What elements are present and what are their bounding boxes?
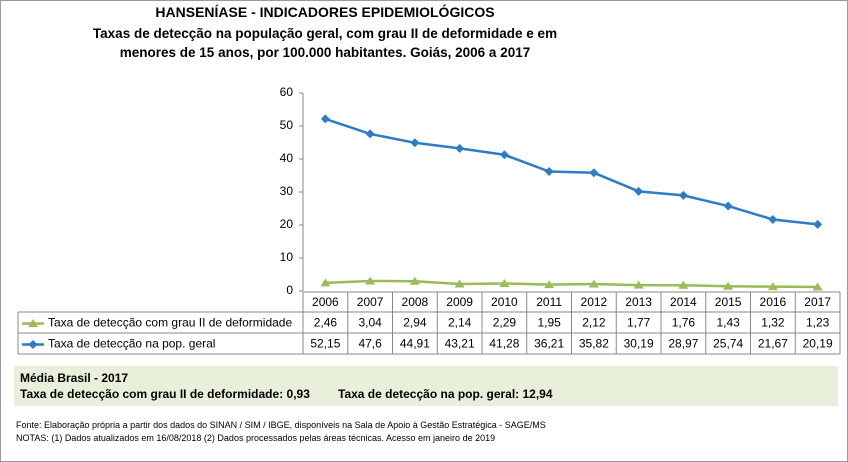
data-label: 1,77: [627, 316, 651, 330]
data-label: 1,95: [537, 316, 561, 330]
data-label: 2,46: [314, 316, 338, 330]
legend-marker: [28, 319, 38, 327]
data-label: 1,23: [806, 316, 830, 330]
data-label: 1,43: [716, 316, 740, 330]
legend-label: Taxa de detecção com grau II de deformid…: [48, 316, 292, 330]
marker: [589, 168, 599, 178]
legend-marker: [28, 340, 38, 349]
marker: [678, 190, 688, 200]
data-label: 2,94: [403, 316, 427, 330]
y-tick-label: 60: [280, 85, 294, 99]
data-label: 20,19: [803, 337, 833, 351]
data-label: 36,21: [534, 337, 564, 351]
x-tick-label: 2013: [625, 295, 652, 309]
marker: [767, 282, 778, 291]
notes: NOTAS: (1) Dados atualizados em 16/08/20…: [16, 433, 496, 443]
data-label: 1,32: [761, 316, 785, 330]
marker: [634, 186, 644, 196]
x-tick-label: 2006: [312, 295, 339, 309]
chart-title: HANSENÍASE - INDICADORES EPIDEMIOLÓGICOS: [155, 4, 495, 20]
y-tick-label: 0: [286, 283, 293, 297]
x-tick-label: 2010: [491, 295, 518, 309]
data-label: 28,97: [668, 337, 698, 351]
marker: [544, 167, 554, 177]
marker: [320, 114, 330, 124]
marker: [544, 280, 555, 289]
x-tick-label: 2016: [760, 295, 787, 309]
x-tick-label: 2017: [804, 295, 831, 309]
y-tick-label: 20: [280, 217, 294, 231]
marker: [365, 276, 376, 285]
y-tick-label: 30: [280, 184, 294, 198]
marker: [499, 150, 509, 160]
marker: [454, 279, 465, 288]
marker: [812, 282, 823, 291]
marker: [723, 281, 734, 290]
summary-item: Taxa de detecção na pop. geral: 12,94: [338, 387, 553, 401]
x-tick-label: 2008: [402, 295, 429, 309]
data-label: 1,76: [672, 316, 696, 330]
marker: [768, 214, 778, 224]
summary-title: Média Brasil - 2017: [20, 371, 129, 385]
data-label: 21,67: [758, 337, 788, 351]
series-line: [325, 279, 818, 289]
data-label: 2,29: [493, 316, 517, 330]
y-tick-label: 50: [280, 118, 294, 132]
x-tick-label: 2007: [357, 295, 384, 309]
marker: [365, 129, 375, 139]
data-label: 41,28: [489, 337, 519, 351]
marker: [813, 219, 823, 229]
data-label: 30,19: [624, 337, 654, 351]
marker: [409, 276, 420, 285]
series-line: [324, 117, 818, 226]
data-label: 47,6: [358, 337, 382, 351]
source-note: Fonte: Elaboração própria a partir dos d…: [16, 420, 546, 430]
x-tick-label: 2015: [715, 295, 742, 309]
y-tick-label: 40: [280, 151, 294, 165]
x-tick-label: 2011: [536, 295, 562, 309]
data-label: 52,15: [310, 337, 340, 351]
legend-label: Taxa de detecção na pop. geral: [48, 337, 215, 351]
marker: [455, 143, 465, 153]
marker: [678, 280, 689, 289]
data-label: 43,21: [445, 337, 475, 351]
x-tick-label: 2009: [446, 295, 473, 309]
data-label: 3,04: [358, 316, 382, 330]
data-label: 2,12: [582, 316, 606, 330]
summary-box: Média Brasil - 2017 Taxa de detecção com…: [14, 366, 838, 406]
y-tick-label: 10: [280, 250, 294, 264]
marker: [320, 278, 331, 287]
marker: [410, 138, 420, 148]
x-tick-label: 2012: [581, 295, 608, 309]
data-label: 25,74: [713, 337, 743, 351]
data-label: 44,91: [400, 337, 430, 351]
marker: [633, 280, 644, 289]
x-tick-label: 2014: [670, 295, 697, 309]
data-label: 2,14: [448, 316, 472, 330]
data-label: 35,82: [579, 337, 609, 351]
marker: [723, 201, 733, 211]
marker: [499, 278, 510, 287]
marker: [588, 279, 599, 288]
chart-subtitle: Taxas de detecção na população geral, co…: [92, 26, 558, 60]
summary-item: Taxa de detecção com grau II de deformid…: [20, 387, 310, 401]
